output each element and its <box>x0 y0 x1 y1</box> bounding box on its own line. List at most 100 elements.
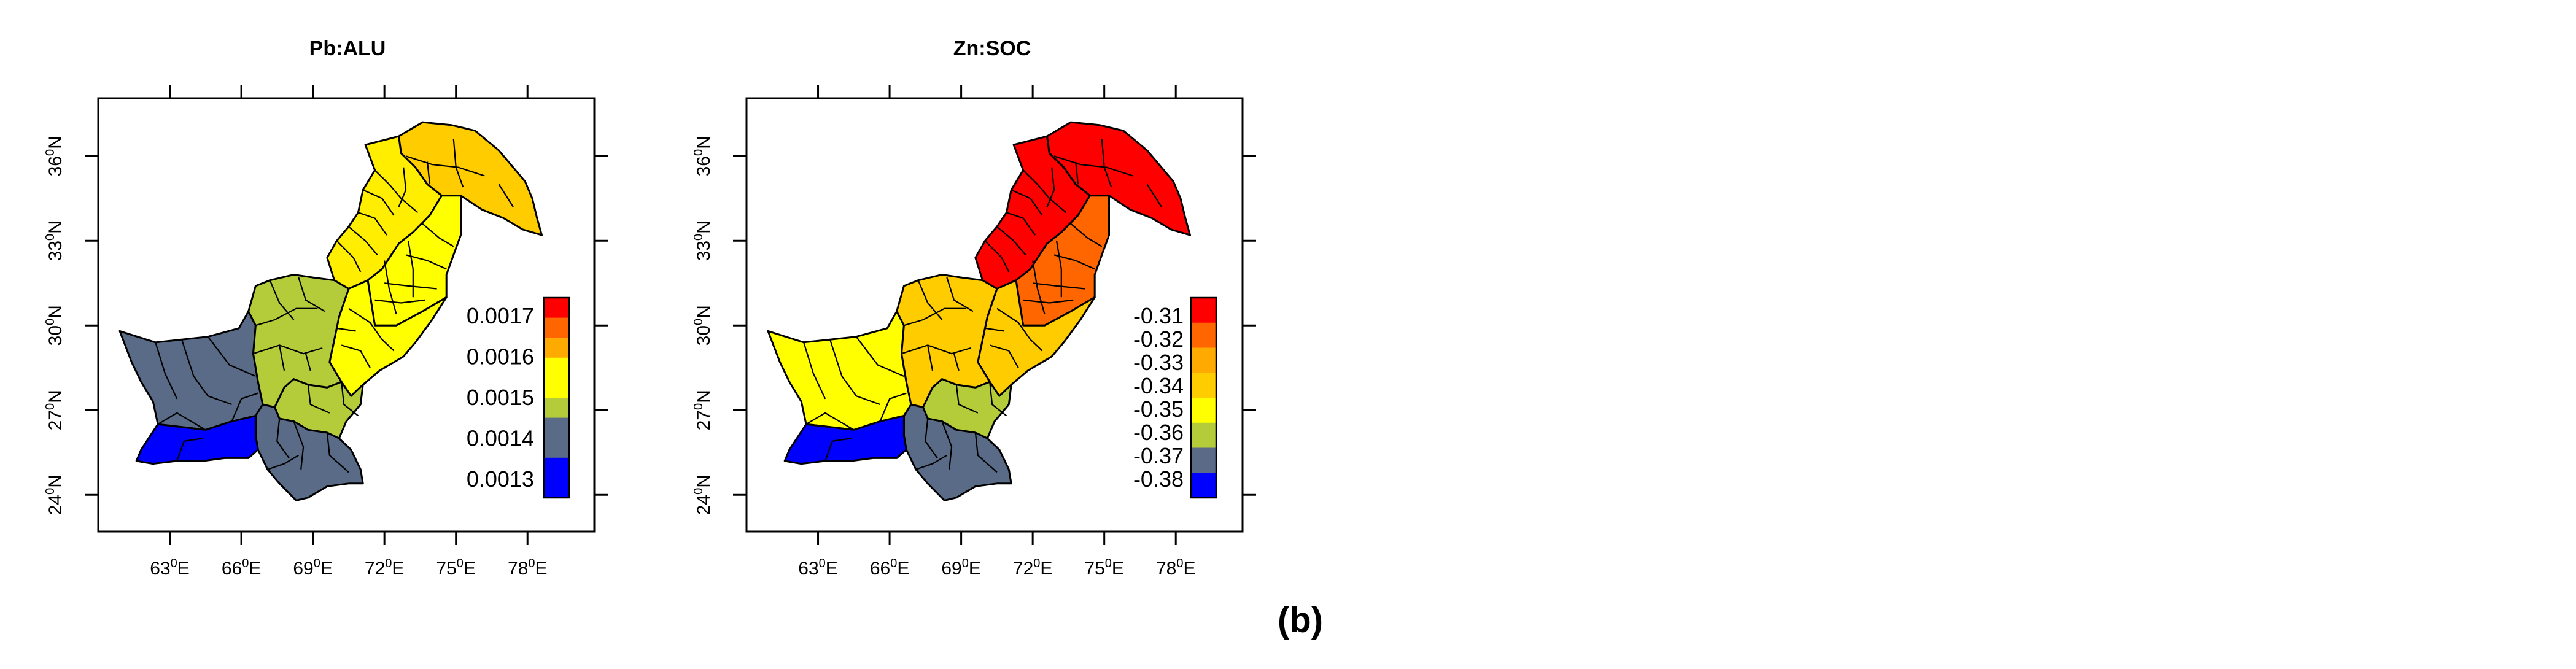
district-boundary <box>1146 184 1162 207</box>
district-boundary <box>279 345 285 371</box>
district-boundary <box>1075 161 1079 185</box>
color-legend: -0.31-0.32-0.33-0.34-0.35-0.36-0.37-0.38 <box>1133 296 1217 499</box>
district-boundary <box>269 280 295 320</box>
legend-label: 0.0013 <box>467 466 534 492</box>
region-sindh-south <box>254 403 364 501</box>
district-boundary <box>155 342 178 400</box>
district-boundary <box>422 223 454 247</box>
legend-label: -0.37 <box>1133 443 1184 468</box>
legend-label: -0.31 <box>1133 303 1184 328</box>
district-boundary <box>255 307 318 327</box>
district-boundary <box>305 353 311 371</box>
district-boundary <box>452 139 464 188</box>
legend-swatch <box>544 298 569 319</box>
color-legend: 0.0017 0.0016 0.0015 0.0014 0.0013 <box>467 296 570 499</box>
district-boundary <box>1032 260 1046 315</box>
y-tick-label: 360N <box>44 136 66 176</box>
district-boundary <box>326 432 349 473</box>
district-boundary <box>996 307 1043 352</box>
legend-frame <box>543 296 570 499</box>
legend-frame <box>1190 296 1217 499</box>
district-boundary <box>1011 189 1043 216</box>
x-tick-label: 780E <box>1156 557 1196 579</box>
district-boundary <box>829 339 880 406</box>
district-boundary <box>348 226 378 256</box>
legend-swatch <box>1191 322 1216 348</box>
y-tick-label: 240N <box>692 474 714 515</box>
district-boundary <box>1022 169 1067 214</box>
legend-label: -0.32 <box>1133 327 1184 352</box>
x-tick-label: 720E <box>1013 557 1053 579</box>
y-tick-label: 270N <box>44 390 66 430</box>
district-boundary <box>384 260 397 315</box>
panel-title: Zn:SOC <box>953 37 1031 60</box>
district-boundary <box>341 344 371 368</box>
y-tick-label: 330N <box>44 220 66 261</box>
district-boundary <box>946 277 974 312</box>
map-frame <box>745 97 1244 533</box>
district-boundary <box>941 421 953 470</box>
district-boundary <box>293 421 305 470</box>
district-boundary <box>405 155 485 177</box>
district-boundary <box>803 342 826 400</box>
district-boundary <box>157 412 206 431</box>
district-boundary <box>1033 282 1085 290</box>
district-boundary <box>927 345 934 371</box>
legend-label: 0.0015 <box>467 385 534 410</box>
region-sindh-south <box>902 403 1012 501</box>
x-tick-label: 750E <box>436 557 476 579</box>
district-boundary <box>855 336 904 377</box>
district-boundaries <box>155 139 514 473</box>
district-boundary <box>276 418 290 459</box>
district-boundary <box>1055 241 1062 298</box>
legend-label: -0.38 <box>1133 466 1184 492</box>
district-boundary <box>348 307 395 352</box>
y-tick-label: 300N <box>692 305 714 346</box>
y-tick-label: 300N <box>44 305 66 346</box>
legend-label: -0.33 <box>1133 350 1184 375</box>
x-tick-label: 750E <box>1084 557 1124 579</box>
legend-swatch <box>544 357 569 378</box>
district-boundary <box>267 454 299 470</box>
district-boundary <box>180 339 232 406</box>
y-tick-label: 270N <box>692 390 714 430</box>
district-boundary <box>805 412 855 431</box>
legend-swatch <box>1191 298 1216 323</box>
district-boundary <box>925 418 938 459</box>
district-boundary <box>1053 155 1133 177</box>
district-boundary <box>362 189 395 216</box>
y-tick-label: 330N <box>692 220 714 261</box>
panel-title: Pb:ALU <box>309 37 386 60</box>
district-boundary <box>358 212 387 236</box>
legend-label: -0.36 <box>1133 420 1184 445</box>
district-boundary <box>904 307 966 327</box>
x-tick-label: 780E <box>508 557 548 579</box>
district-boundary <box>879 392 907 422</box>
district-boundaries <box>803 139 1162 473</box>
district-boundary <box>176 438 204 462</box>
legend-swatch <box>1191 347 1216 373</box>
figure-caption: (b) <box>1278 600 1323 640</box>
district-boundary <box>407 241 414 298</box>
legend-swatch <box>1191 473 1216 498</box>
district-boundary <box>989 382 1007 417</box>
district-boundary <box>298 277 325 312</box>
x-tick-label: 720E <box>365 557 405 579</box>
district-boundary <box>915 454 947 470</box>
district-boundary <box>1023 299 1074 304</box>
district-boundary <box>231 392 258 422</box>
district-boundary <box>498 184 514 207</box>
legend-swatch <box>1191 422 1216 448</box>
legend-swatch <box>544 398 569 419</box>
district-boundary <box>1053 254 1095 270</box>
legend-swatch <box>1191 373 1216 398</box>
district-boundary <box>307 384 330 414</box>
district-boundary <box>996 226 1026 256</box>
district-boundary <box>427 161 431 185</box>
district-boundary <box>901 344 971 355</box>
legend-label: -0.34 <box>1133 373 1184 398</box>
district-boundary <box>974 432 998 473</box>
district-boundary <box>336 240 362 273</box>
legend-swatch <box>1191 398 1216 423</box>
